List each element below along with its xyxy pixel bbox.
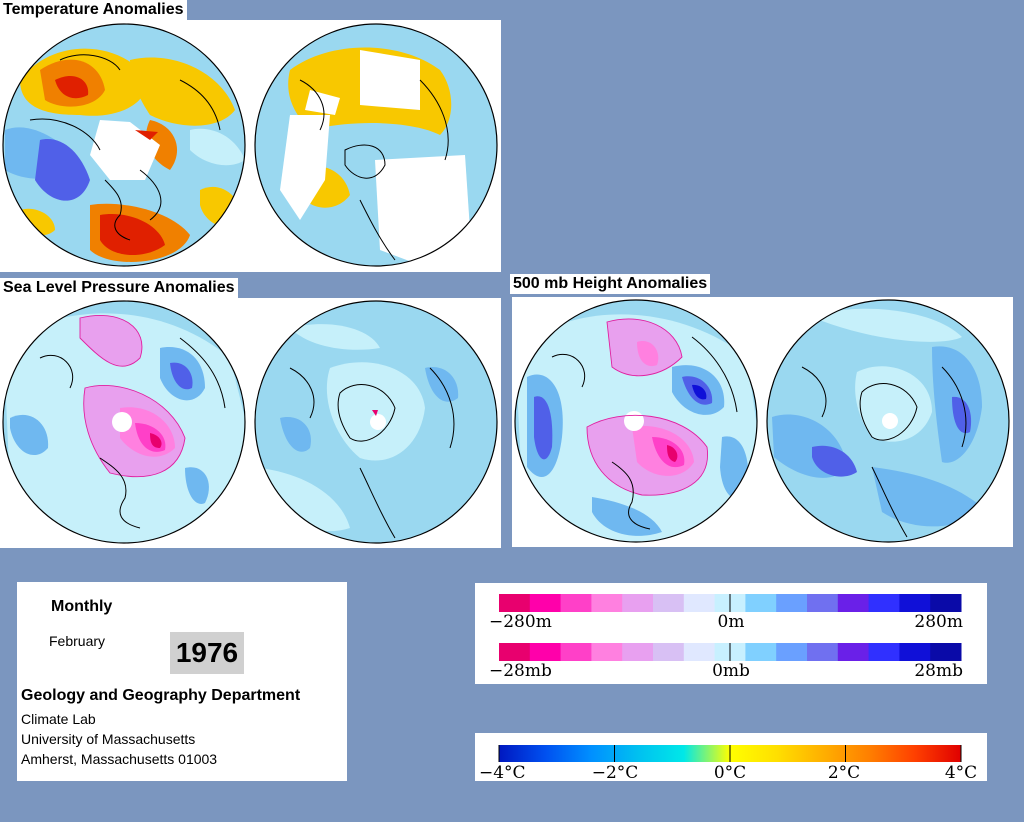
height-colorbar-swatch [776,594,808,612]
temperature-panel [0,20,501,272]
pressure-colorbar-swatch [868,643,900,661]
pressure-colorbar-swatch [807,643,839,661]
pressure-colorbar-swatch [776,643,808,661]
pressure-colorbar-swatch [745,643,777,661]
height500-north-globe [514,299,758,543]
height-tick-min: −280m [489,612,552,632]
temp-tick-4: 4°C [945,763,977,781]
temperature-north-globe [2,23,246,267]
pressure-colorbar [499,643,962,661]
info-box: Monthly February 1976 Geology and Geogra… [17,582,347,781]
temp-tick-2: 0°C [714,763,746,781]
height-pressure-legend-svg: −280m 0m 280m −28mb 0mb 28mb [489,594,963,681]
pressure-tick-zero: 0mb [712,661,750,681]
slp-maps [2,300,498,544]
period-type-label: Monthly [51,598,113,615]
temp-tick-3: 2°C [828,763,860,781]
temperature-colorbar [498,745,962,762]
height-colorbar-swatch [899,594,931,612]
pressure-colorbar-swatch [560,643,592,661]
height-colorbar-swatch [868,594,900,612]
height-pressure-legend: −280m 0m 280m −28mb 0mb 28mb [475,583,987,684]
pressure-colorbar-swatch [899,643,931,661]
height-colorbar-swatch [591,594,623,612]
university-label: University of Massachusetts [21,731,196,747]
height500-panel [512,297,1013,547]
height-colorbar-swatch [807,594,839,612]
height-tick-max: 280m [914,612,963,632]
height-colorbar-swatch [683,594,716,612]
slp-panel [0,298,501,548]
pressure-colorbar-swatch [499,643,531,661]
temperature-south-globe [254,23,498,267]
pressure-tick-max: 28mb [914,661,963,681]
temp-tick-0: −4°C [479,763,526,781]
pressure-colorbar-swatch [683,643,716,661]
pressure-colorbar-swatch [653,643,685,661]
height-colorbar [499,594,962,612]
pressure-colorbar-swatch [837,643,870,661]
slp-title: Sea Level Pressure Anomalies [0,278,238,298]
temperature-legend-svg: −4°C −2°C 0°C 2°C 4°C [479,745,977,781]
height-colorbar-swatch [529,594,562,612]
height500-maps [514,299,1010,543]
pressure-colorbar-swatch [622,643,654,661]
height500-south-globe [766,299,1010,543]
slp-south-globe [254,300,498,544]
height-colorbar-swatch [745,594,777,612]
height-colorbar-swatch [653,594,685,612]
temp-tick-1: −2°C [592,763,639,781]
slp-north-globe [2,300,246,544]
height500-title: 500 mb Height Anomalies [510,274,711,294]
height-colorbar-swatch [930,594,962,612]
pressure-colorbar-swatch [529,643,562,661]
pressure-colorbar-swatch [930,643,962,661]
height-colorbar-swatch [499,594,531,612]
month-label: February [49,633,106,649]
pressure-tick-min: −28mb [489,661,552,681]
address-label: Amherst, Massachusetts 01003 [21,751,218,767]
height-tick-zero: 0m [718,612,745,632]
year-label: 1976 [170,632,244,674]
department-label: Geology and Geography Department [21,687,301,704]
lab-label: Climate Lab [21,711,96,727]
temperature-legend: −4°C −2°C 0°C 2°C 4°C [475,733,987,781]
height-colorbar-swatch [622,594,654,612]
height-colorbar-swatch [837,594,870,612]
temperature-title: Temperature Anomalies [0,0,187,20]
temperature-maps [2,23,498,267]
height-colorbar-swatch [560,594,592,612]
pressure-colorbar-swatch [591,643,623,661]
